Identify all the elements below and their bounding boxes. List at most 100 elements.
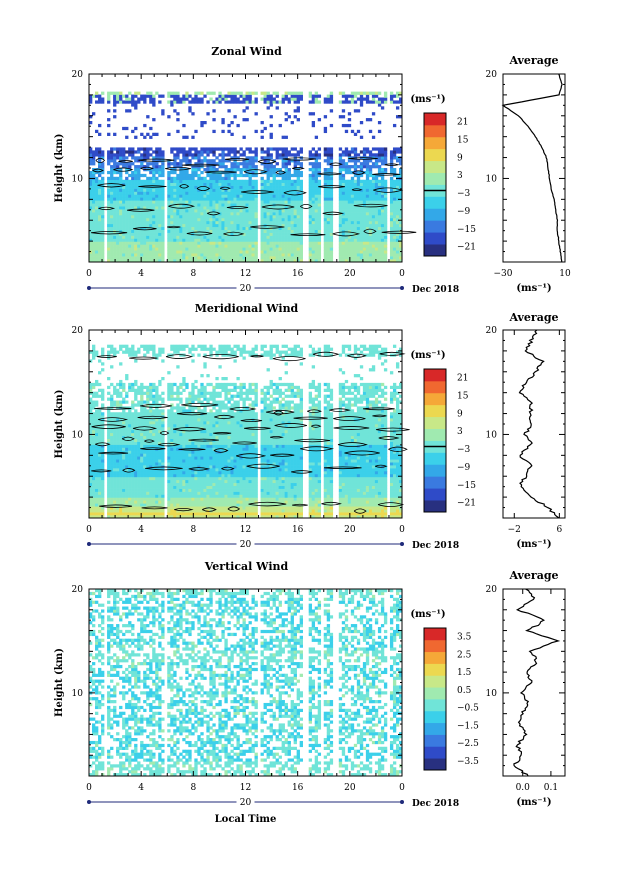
- heatmap-cell: [101, 236, 104, 239]
- heatmap-cell: [116, 445, 119, 448]
- heatmap-cell: [273, 236, 276, 239]
- heatmap-cell: [116, 448, 119, 451]
- heatmap-cell: [146, 489, 149, 492]
- heatmap-cell: [384, 147, 387, 150]
- heatmap-cell: [170, 247, 173, 250]
- heatmap-cell: [113, 442, 116, 445]
- heatmap-cell: [384, 186, 387, 189]
- heatmap-cell: [215, 186, 218, 189]
- heatmap-cell: [179, 165, 182, 168]
- heatmap-cell: [137, 351, 140, 354]
- heatmap-cell: [209, 150, 212, 153]
- heatmap-cell: [140, 221, 143, 224]
- heatmap-cell: [357, 236, 360, 239]
- heatmap-cell: [351, 236, 354, 239]
- heatmap-cell: [381, 253, 384, 256]
- heatmap-cell: [291, 247, 294, 250]
- heatmap-cell: [348, 227, 351, 230]
- heatmap-cell: [330, 197, 333, 200]
- heatmap-cell: [345, 244, 348, 247]
- heatmap-cell: [125, 483, 128, 486]
- heatmap-cell: [116, 189, 119, 192]
- heatmap-cell: [101, 241, 104, 244]
- heatmap-cell: [270, 244, 273, 247]
- heatmap-cell: [149, 177, 152, 180]
- heatmap-cell: [384, 221, 387, 224]
- heatmap-cell: [273, 98, 276, 101]
- heatmap-cell: [357, 244, 360, 247]
- heatmap-cell: [396, 147, 399, 150]
- heatmap-cell: [188, 100, 191, 103]
- heatmap-cell: [270, 95, 273, 98]
- heatmap-cell: [137, 218, 140, 221]
- heatmap-cell: [354, 227, 357, 230]
- heatmap-cell: [176, 100, 179, 103]
- heatmap-cell: [110, 395, 113, 398]
- heatmap-cell: [149, 412, 152, 415]
- heatmap-cell: [345, 189, 348, 192]
- heatmap-cell: [95, 153, 98, 156]
- heatmap-cell: [230, 95, 233, 98]
- heatmap-cell: [372, 250, 375, 253]
- heatmap-cell: [110, 212, 113, 215]
- heatmap-cell: [233, 174, 236, 177]
- colorbar-tick-label: 15: [457, 135, 469, 145]
- heatmap-cell: [294, 218, 297, 221]
- heatmap-cell: [294, 236, 297, 239]
- heatmap-cell: [264, 239, 267, 242]
- heatmap-cell: [182, 209, 185, 212]
- heatmap-cell: [215, 239, 218, 242]
- heatmap-cell: [137, 200, 140, 203]
- heatmap-cell: [149, 403, 152, 406]
- heatmap-cell: [197, 256, 200, 259]
- heatmap-cell: [360, 165, 363, 168]
- heatmap-cell: [98, 250, 101, 253]
- heatmap-cell: [107, 162, 110, 165]
- heatmap-cell: [149, 239, 152, 242]
- heatmap-cell: [221, 180, 224, 183]
- heatmap-cell: [318, 221, 321, 224]
- heatmap-cell: [236, 98, 239, 101]
- heatmap-cell: [146, 241, 149, 244]
- heatmap-cell: [194, 192, 197, 195]
- heatmap-cell: [212, 233, 215, 236]
- heatmap-cell: [312, 221, 315, 224]
- heatmap-cell: [143, 392, 146, 395]
- heatmap-cell: [122, 95, 125, 98]
- heatmap-cell: [113, 474, 116, 477]
- heatmap-cell: [137, 506, 140, 509]
- heatmap-cell: [152, 98, 155, 101]
- heatmap-cell: [179, 159, 182, 162]
- heatmap-cell: [264, 150, 267, 153]
- heatmap-cell: [146, 236, 149, 239]
- heatmap-cell: [131, 233, 134, 236]
- heatmap-cell: [131, 412, 134, 415]
- heatmap-cell: [215, 197, 218, 200]
- heatmap-cell: [179, 221, 182, 224]
- heatmap-cell: [375, 209, 378, 212]
- heatmap-cell: [366, 236, 369, 239]
- heatmap-cell: [339, 200, 342, 203]
- heatmap-cell: [348, 241, 351, 244]
- heatmap-cell: [206, 197, 209, 200]
- heatmap-cell: [146, 197, 149, 200]
- heatmap-cell: [188, 239, 191, 242]
- heatmap-cell: [372, 136, 375, 139]
- heatmap-cell: [131, 433, 134, 436]
- heatmap-cell: [236, 227, 239, 230]
- heatmap-cell: [149, 127, 152, 130]
- heatmap-cell: [101, 227, 104, 230]
- heatmap-cell: [348, 209, 351, 212]
- heatmap-cell: [273, 218, 276, 221]
- heatmap-cell: [140, 456, 143, 459]
- heatmap-cell: [324, 98, 327, 101]
- heatmap-cell: [324, 168, 327, 171]
- heatmap-cell: [131, 500, 134, 503]
- heatmap-cell: [170, 162, 173, 165]
- heatmap-cell: [348, 215, 351, 218]
- heatmap-cell: [122, 430, 125, 433]
- heatmap-cell: [264, 256, 267, 259]
- heatmap-cell: [107, 354, 110, 357]
- heatmap-cell: [131, 194, 134, 197]
- heatmap-cell: [98, 465, 101, 468]
